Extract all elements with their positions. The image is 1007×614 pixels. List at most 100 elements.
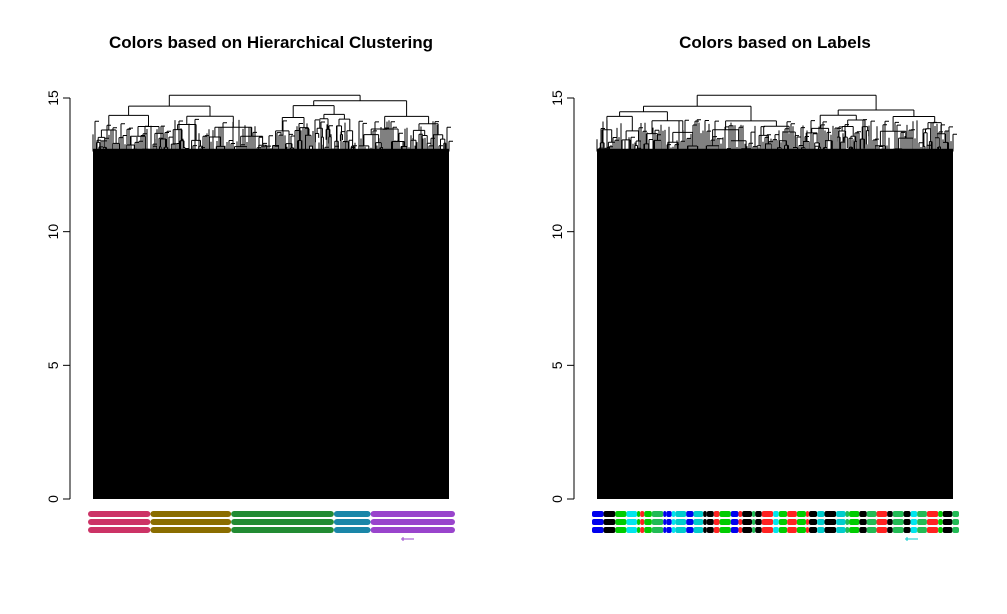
leaf-color-bar <box>592 511 959 541</box>
leaf-label-mark <box>592 511 604 517</box>
leaf-label-mark <box>778 527 788 533</box>
leaf-label-mark <box>845 519 850 525</box>
leaf-label-mark <box>836 511 846 517</box>
leaf-label-mark <box>637 527 641 533</box>
leaf-label-mark <box>866 511 877 517</box>
leaf-label-mark <box>738 519 743 525</box>
leaf-label-mark <box>615 527 627 533</box>
leaf-label-mark <box>805 527 810 533</box>
leaf-label-mark <box>926 527 939 533</box>
leaf-label-mark <box>796 519 806 525</box>
leaf-cluster-band <box>333 519 371 525</box>
leaf-cluster-band <box>333 511 371 517</box>
y-axis: 0 5 10 15 <box>549 90 575 503</box>
leaf-label-mark <box>666 527 672 533</box>
leaf-label-mark <box>773 527 779 533</box>
y-tick-label: 0 <box>45 495 61 503</box>
leaf-label-mark <box>640 527 645 533</box>
leaf-label-mark <box>666 511 672 517</box>
leaf-label-mark <box>787 519 797 525</box>
leaf-label-mark <box>824 519 837 525</box>
leaf-label-mark <box>903 511 911 517</box>
leaf-label-mark <box>903 527 911 533</box>
leaf-label-mark <box>809 527 818 533</box>
leaf-cluster-band <box>150 527 232 533</box>
leaf-label-mark <box>942 527 953 533</box>
leaf-label-mark <box>675 527 687 533</box>
leaf-label-mark <box>755 527 762 533</box>
leaf-label-mark <box>703 519 707 525</box>
leaf-label-mark <box>651 527 664 533</box>
leaf-label-mark <box>917 527 927 533</box>
leaf-label-mark <box>755 519 762 525</box>
leaf-label-mark <box>773 519 779 525</box>
leaf-label-mark <box>663 511 667 517</box>
leaf-label-mark <box>615 519 627 525</box>
leaf-label-mark <box>938 511 943 517</box>
leaf-label-mark <box>796 527 806 533</box>
leaf-label-mark <box>910 519 918 525</box>
leaf-label-mark <box>917 519 927 525</box>
leaf-label-mark <box>644 519 652 525</box>
leaf-label-mark <box>849 519 860 525</box>
leaf-label-mark <box>942 511 953 517</box>
y-tick-label: 15 <box>45 90 61 106</box>
leaf-label-mark <box>640 511 645 517</box>
leaf-label-mark <box>706 511 714 517</box>
leaf-label-mark <box>644 527 652 533</box>
leaf-label-mark <box>663 519 667 525</box>
leaf-label-mark <box>651 519 664 525</box>
leaf-label-mark <box>675 519 687 525</box>
y-tick-label: 5 <box>549 361 565 369</box>
leaf-label-mark <box>742 519 753 525</box>
leaf-label-mark <box>637 519 641 525</box>
y-axis: 0 5 10 15 <box>45 90 71 503</box>
leaf-label-mark <box>644 511 652 517</box>
leaf-label-mark <box>706 519 714 525</box>
leaf-label-mark <box>876 527 888 533</box>
leaf-label-mark <box>942 519 953 525</box>
leaf-label-mark <box>859 511 867 517</box>
leaf-label-mark <box>675 511 687 517</box>
leaf-label-mark <box>686 511 694 517</box>
leaf-label-mark <box>693 527 704 533</box>
leaf-label-mark <box>887 519 893 525</box>
leaf-label-mark <box>892 527 904 533</box>
leaf-label-mark <box>592 519 604 525</box>
leaf-label-mark <box>738 527 743 533</box>
y-tick-label: 10 <box>45 224 61 240</box>
y-tick-label: 0 <box>549 495 565 503</box>
leaf-label-mark <box>866 527 877 533</box>
leaf-label-mark <box>761 527 774 533</box>
leaf-label-mark <box>686 527 694 533</box>
leaf-label-mark <box>787 511 797 517</box>
leaf-label-mark <box>824 511 837 517</box>
leaf-label-mark <box>752 519 756 525</box>
leaf-cluster-band <box>231 511 334 517</box>
dendrogram-leaf-mass <box>93 148 449 499</box>
leaf-label-mark <box>917 511 927 517</box>
leaf-cluster-band <box>370 519 455 525</box>
leaf-cluster-band <box>88 519 151 525</box>
leaf-cluster-band <box>150 511 232 517</box>
leaf-cluster-band <box>231 519 334 525</box>
leaf-label-mark <box>876 519 888 525</box>
leaf-label-mark <box>693 519 704 525</box>
leaf-label-mark <box>603 527 616 533</box>
leaf-label-mark <box>742 511 753 517</box>
leaf-label-mark <box>603 519 616 525</box>
leaf-label-mark <box>910 527 918 533</box>
leaf-label-mark <box>845 511 850 517</box>
leaf-label-mark <box>836 527 846 533</box>
leaf-label-mark <box>703 527 707 533</box>
leaf-label-mark <box>663 527 667 533</box>
leaf-label-mark <box>651 511 664 517</box>
leaf-label-mark <box>730 527 739 533</box>
chart-title: Colors based on Hierarchical Clustering <box>109 33 433 52</box>
panel-hierarchical-clustering: Colors based on Hierarchical Clustering … <box>45 33 455 541</box>
leaf-label-mark <box>809 519 818 525</box>
leaf-label-mark <box>693 511 704 517</box>
leaf-label-mark <box>926 519 939 525</box>
leaf-label-mark <box>671 527 676 533</box>
